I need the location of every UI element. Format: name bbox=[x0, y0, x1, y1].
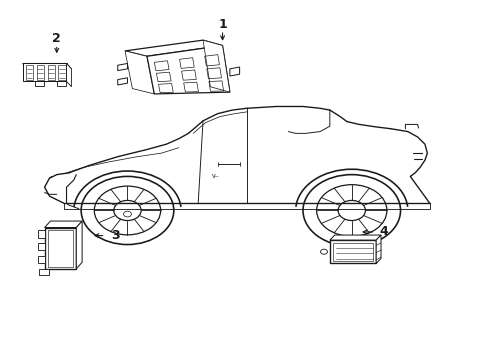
Polygon shape bbox=[38, 230, 44, 238]
Polygon shape bbox=[44, 221, 82, 228]
Text: 1: 1 bbox=[218, 18, 226, 31]
Text: 4: 4 bbox=[378, 225, 387, 238]
Polygon shape bbox=[22, 63, 71, 69]
Bar bbox=[47, 230, 73, 267]
Polygon shape bbox=[66, 63, 71, 87]
Bar bbox=[329, 240, 375, 264]
Polygon shape bbox=[329, 235, 380, 240]
Polygon shape bbox=[147, 45, 229, 94]
Bar bbox=[332, 243, 372, 261]
Polygon shape bbox=[125, 40, 222, 56]
Bar bbox=[44, 228, 76, 269]
Text: 3: 3 bbox=[111, 229, 120, 242]
Text: V—: V— bbox=[211, 174, 219, 179]
Polygon shape bbox=[375, 235, 380, 264]
Polygon shape bbox=[22, 63, 66, 81]
Polygon shape bbox=[203, 40, 229, 92]
Polygon shape bbox=[125, 51, 154, 94]
Polygon shape bbox=[76, 221, 82, 269]
Bar bbox=[39, 269, 49, 275]
Polygon shape bbox=[38, 243, 44, 251]
Polygon shape bbox=[38, 256, 44, 264]
Text: 2: 2 bbox=[52, 32, 61, 45]
